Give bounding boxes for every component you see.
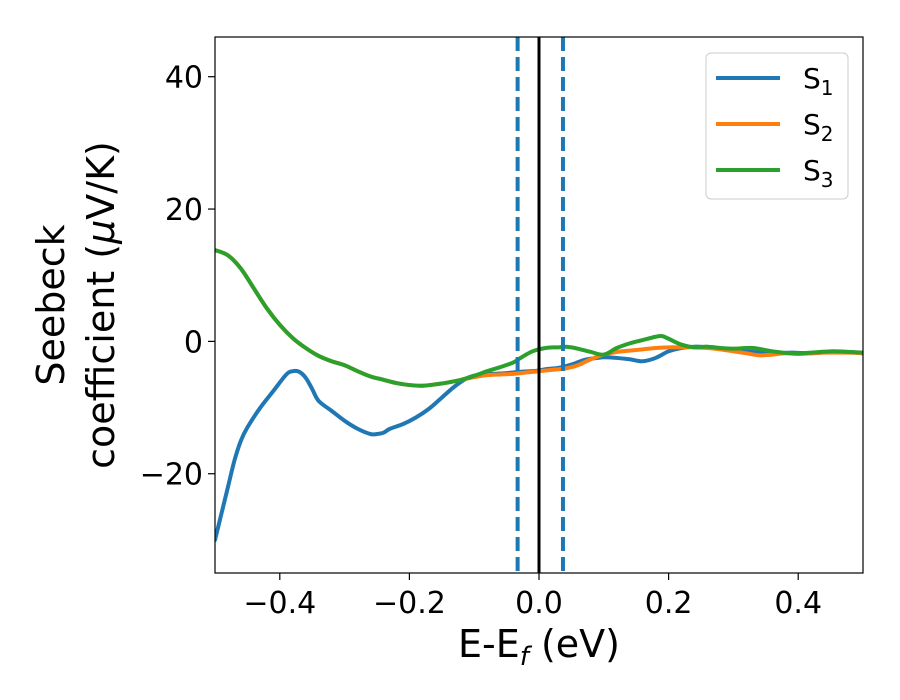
x-tick-label: −0.4 bbox=[243, 586, 316, 621]
y-tick-label: −20 bbox=[140, 458, 203, 493]
legend-label-s2: S2 bbox=[803, 108, 834, 146]
legend-label-s3: S3 bbox=[803, 154, 834, 192]
x-tick-label: 0.2 bbox=[645, 586, 693, 621]
x-tick-label: 0.4 bbox=[774, 586, 822, 621]
axes-ticks: −0.4 −0.2 0.0 0.2 0.4 −20 0 20 40 bbox=[140, 61, 822, 621]
legend-label-s1: S1 bbox=[803, 62, 834, 100]
plot-area bbox=[215, 37, 863, 573]
x-axis-title: E-Ef (eV) bbox=[458, 622, 620, 672]
x-tick-label: 0.0 bbox=[515, 586, 563, 621]
series-line-s3 bbox=[215, 248, 863, 388]
y-axis-title-line2: coefficient (μV/K) bbox=[79, 141, 123, 469]
y-tick-label: 20 bbox=[165, 193, 203, 228]
y-axis-title-line1: Seebeck bbox=[29, 224, 73, 385]
y-tick-label: 40 bbox=[165, 61, 203, 96]
legend: S1 S2 S3 bbox=[705, 52, 849, 200]
x-tick-label: −0.2 bbox=[373, 586, 446, 621]
y-axis-title: Seebeck coefficient (μV/K) bbox=[29, 141, 123, 469]
y-tick-label: 0 bbox=[184, 325, 203, 360]
